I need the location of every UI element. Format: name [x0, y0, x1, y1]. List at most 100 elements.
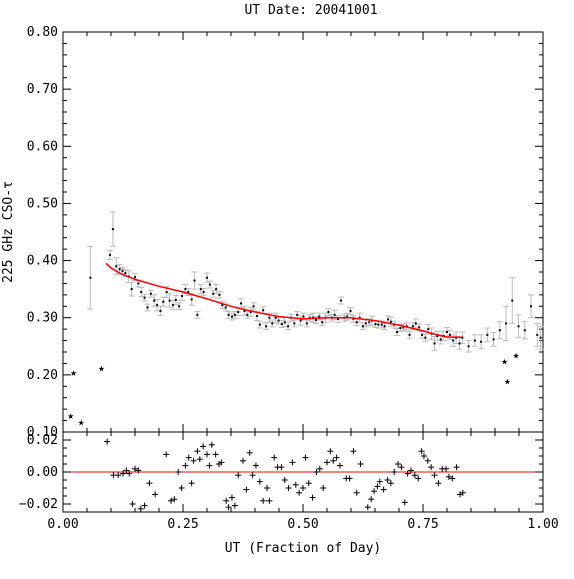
residual-point [171, 496, 178, 503]
residual-point [296, 489, 303, 496]
main-data-points [89, 228, 542, 348]
residual-point [453, 464, 460, 471]
fit-line [105, 262, 462, 338]
residual-point [333, 454, 340, 461]
residual-point [336, 462, 343, 469]
residual-point [305, 480, 312, 487]
data-point [498, 329, 501, 332]
residual-point [320, 485, 327, 491]
data-point [178, 305, 181, 308]
data-point [240, 302, 243, 305]
data-point [202, 291, 205, 293]
data-point [265, 325, 268, 328]
data-point [362, 325, 364, 328]
main-y-tick-label: 0.50 [27, 196, 58, 211]
residual-point [240, 457, 246, 464]
residual-point [271, 454, 278, 461]
data-point [452, 339, 455, 342]
residual-point [206, 462, 213, 469]
data-point [346, 315, 349, 318]
data-point [408, 333, 411, 336]
residual-point [208, 441, 215, 448]
residual-point [175, 469, 182, 475]
residual-point [445, 473, 452, 480]
data-point [461, 336, 464, 339]
residual-point [371, 488, 378, 495]
data-point [448, 333, 451, 336]
star-point: ★ [513, 348, 520, 361]
data-point [368, 321, 371, 324]
data-point [418, 326, 421, 329]
residual-point [391, 469, 398, 475]
data-point [349, 309, 352, 312]
x-tick-label: 1.00 [527, 517, 558, 532]
residual-point [223, 497, 230, 504]
x-tick-label: 0.25 [167, 517, 198, 532]
data-point [184, 288, 187, 291]
data-point [165, 291, 168, 293]
residual-point [249, 472, 256, 479]
residual-data-points [104, 438, 466, 512]
residual-point [264, 485, 270, 491]
residual-panel: −0.02 0.00 0.02 0.00 0.25 0.50 0.75 1.00 [19, 431, 559, 532]
data-point [162, 300, 165, 303]
data-point [333, 313, 336, 316]
data-point [249, 311, 252, 313]
residual-point [278, 464, 285, 471]
chart-title: UT Date: 20041001 [244, 3, 377, 18]
residual-point [368, 496, 375, 503]
data-point [446, 331, 448, 333]
data-point [383, 325, 386, 328]
data-point [480, 340, 483, 343]
residual-x-ticks: 0.00 0.25 0.50 0.75 1.00 [47, 432, 559, 532]
residual-point [292, 481, 299, 488]
residual-y-tick-label: −0.02 [19, 497, 58, 512]
data-point [274, 316, 277, 319]
residual-point [289, 459, 296, 466]
data-point [243, 309, 246, 312]
data-point [255, 315, 258, 317]
residual-point [428, 464, 435, 471]
data-point [168, 299, 171, 302]
data-point [212, 292, 215, 295]
data-point [233, 313, 236, 316]
data-point [174, 299, 177, 301]
x-tick-label: 0.50 [287, 517, 318, 532]
data-point [199, 288, 202, 291]
residual-point [411, 472, 418, 479]
x-axis-label: UT (Fraction of Day) [225, 541, 382, 556]
main-y-tick-label: 0.80 [27, 25, 58, 40]
residual-point [146, 480, 153, 487]
data-point [530, 305, 532, 308]
main-y-tick-label: 0.60 [27, 139, 58, 154]
data-point [467, 345, 470, 348]
residual-point [115, 472, 122, 479]
main-panel: 0.10 0.20 0.30 0.40 0.50 0.60 0.70 0.80 ★ ★ ★ ★ ★ ★ ★ [27, 25, 544, 440]
data-point [171, 304, 174, 307]
data-point [146, 306, 149, 309]
data-point [280, 323, 283, 325]
residual-point [204, 451, 210, 458]
residual-point [435, 480, 442, 487]
residual-point [309, 494, 316, 501]
data-point [339, 299, 342, 302]
residual-point [302, 454, 309, 461]
main-outlier-points: ★ ★ ★ ★ ★ ★ ★ [67, 348, 519, 428]
residual-point [132, 465, 138, 472]
data-point [159, 309, 162, 312]
data-point [439, 338, 442, 341]
data-point [215, 288, 218, 291]
main-plot-frame [62, 31, 544, 433]
data-point [187, 291, 190, 293]
residual-point [135, 467, 142, 474]
residual-point [163, 451, 170, 458]
residual-point [398, 464, 405, 471]
residual-point [449, 475, 456, 482]
residual-point [200, 443, 207, 450]
data-point [268, 316, 271, 319]
residual-point [395, 461, 402, 467]
data-point [386, 318, 389, 321]
data-point [414, 322, 417, 325]
data-point [258, 323, 261, 326]
